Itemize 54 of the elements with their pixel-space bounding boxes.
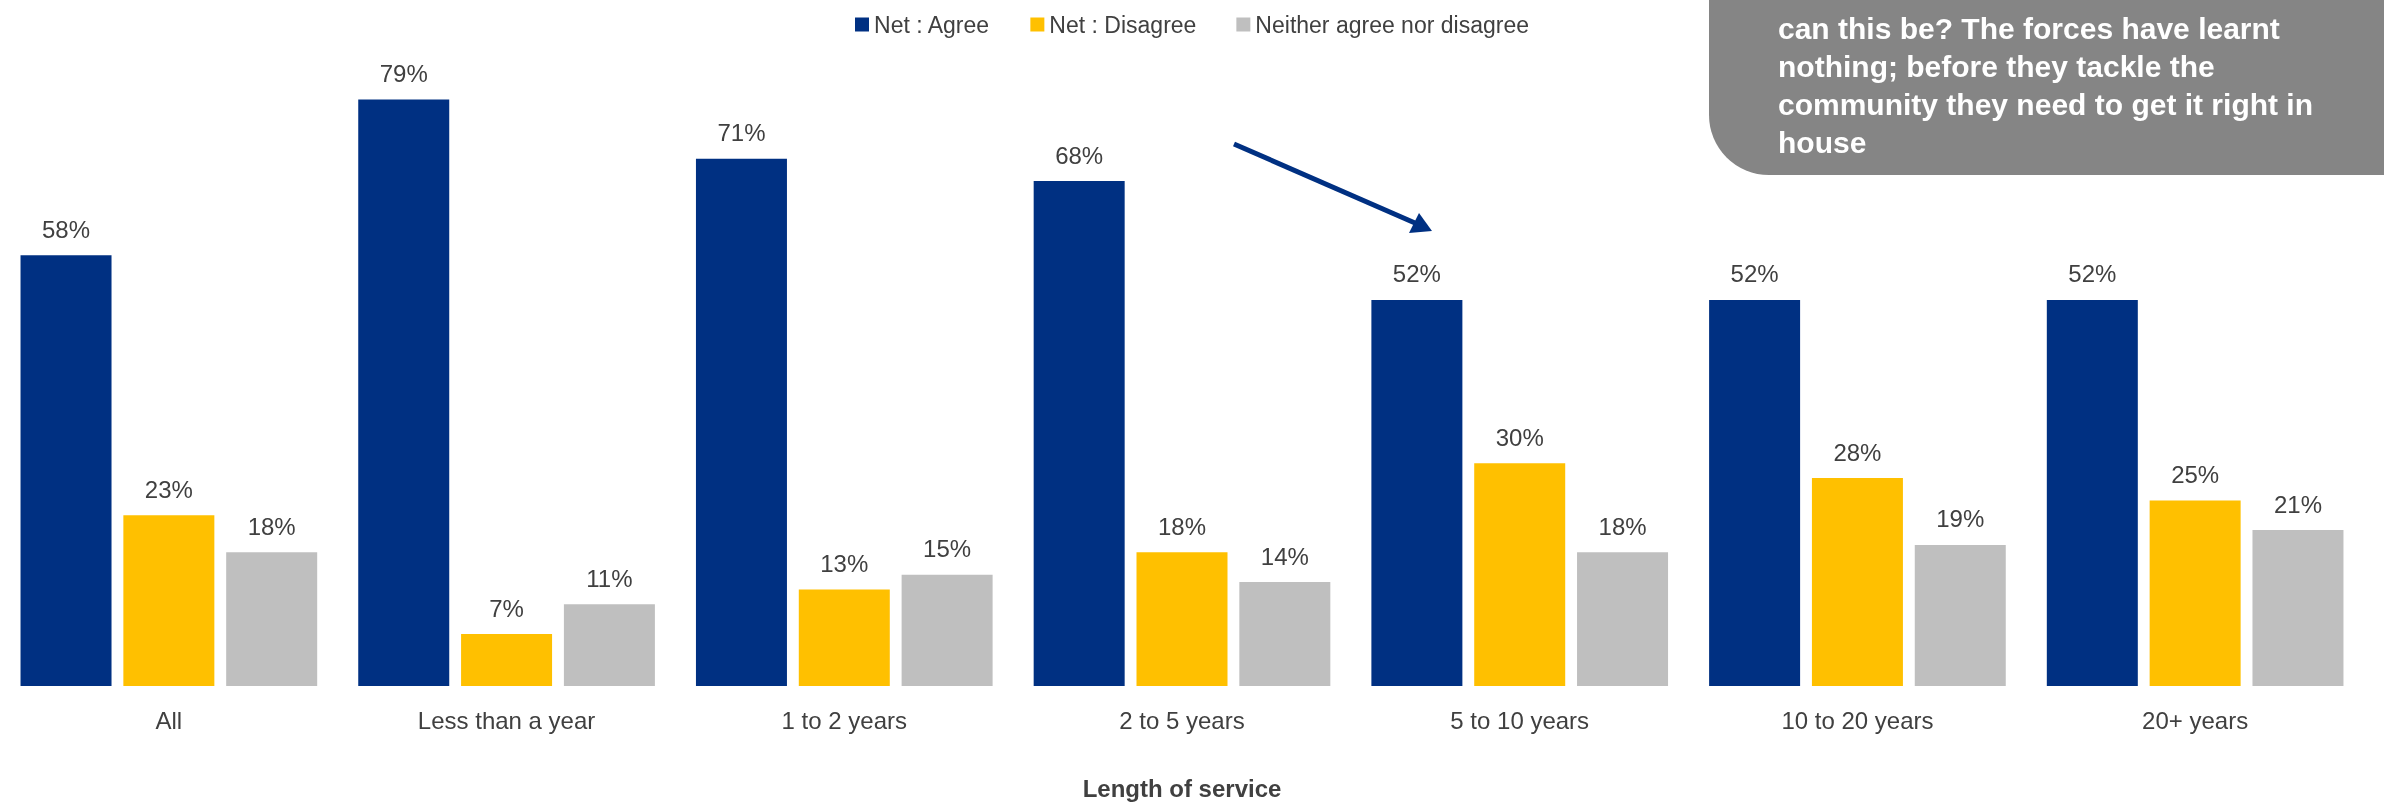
x-axis-title: Length of service xyxy=(1082,774,1282,802)
bar xyxy=(2149,500,2241,686)
data-label: 58% xyxy=(42,215,91,243)
data-label: 11% xyxy=(586,564,633,592)
bar xyxy=(1914,544,2006,686)
data-label: 68% xyxy=(1055,141,1104,169)
bar xyxy=(563,604,655,686)
bar xyxy=(1033,181,1125,686)
legend-label: Neither agree nor disagree xyxy=(1255,11,1529,38)
annotation: can this be? The forces have learnt nothing; before they tackle the community they need to get it right in house xyxy=(1778,11,2315,161)
data-label: 52% xyxy=(1730,260,1779,288)
bar xyxy=(2046,299,2138,686)
bar xyxy=(123,515,215,686)
bar xyxy=(1239,582,1331,686)
data-label: 30% xyxy=(1495,423,1544,451)
x-tick-label: 10 to 20 years xyxy=(1781,706,1934,734)
bar xyxy=(1474,463,1566,686)
bar xyxy=(695,158,787,686)
data-label: 19% xyxy=(1936,505,1985,533)
data-label: 25% xyxy=(2171,460,2220,488)
bar xyxy=(226,552,318,686)
bar xyxy=(2252,530,2344,686)
data-label: 23% xyxy=(144,475,193,503)
bar xyxy=(1577,552,1669,686)
legend-label: Net : Agree xyxy=(874,11,990,38)
data-label: 18% xyxy=(1598,512,1647,540)
x-tick-label: All xyxy=(155,706,183,734)
data-label: 13% xyxy=(820,549,869,577)
x-tick-label: 2 to 5 years xyxy=(1119,706,1245,734)
data-label: 71% xyxy=(717,119,766,147)
bar xyxy=(901,574,993,686)
legend-label: Net : Disagree xyxy=(1049,11,1197,38)
data-label: 52% xyxy=(1392,260,1441,288)
bar xyxy=(1371,299,1463,686)
data-label: 18% xyxy=(1157,512,1207,540)
data-label: 52% xyxy=(2068,260,2117,288)
x-tick-label: Less than a year xyxy=(417,706,596,734)
data-label: 21% xyxy=(2273,490,2322,518)
bar xyxy=(20,255,112,686)
data-label: 79% xyxy=(379,59,428,87)
data-label: 7% xyxy=(489,594,524,622)
x-tick-label: 1 to 2 years xyxy=(781,706,907,734)
data-label: 14% xyxy=(1260,542,1309,570)
bar xyxy=(798,589,890,686)
bar xyxy=(358,99,450,686)
bar xyxy=(461,634,553,686)
data-label: 18% xyxy=(247,512,296,540)
data-label: 15% xyxy=(923,535,972,563)
bar xyxy=(1811,478,1903,686)
x-tick-label: 20+ years xyxy=(2142,706,2249,734)
x-tick-label: 5 to 10 years xyxy=(1450,706,1590,734)
bar xyxy=(1136,552,1228,686)
data-label: 28% xyxy=(1833,438,1882,466)
bar xyxy=(1709,299,1801,686)
